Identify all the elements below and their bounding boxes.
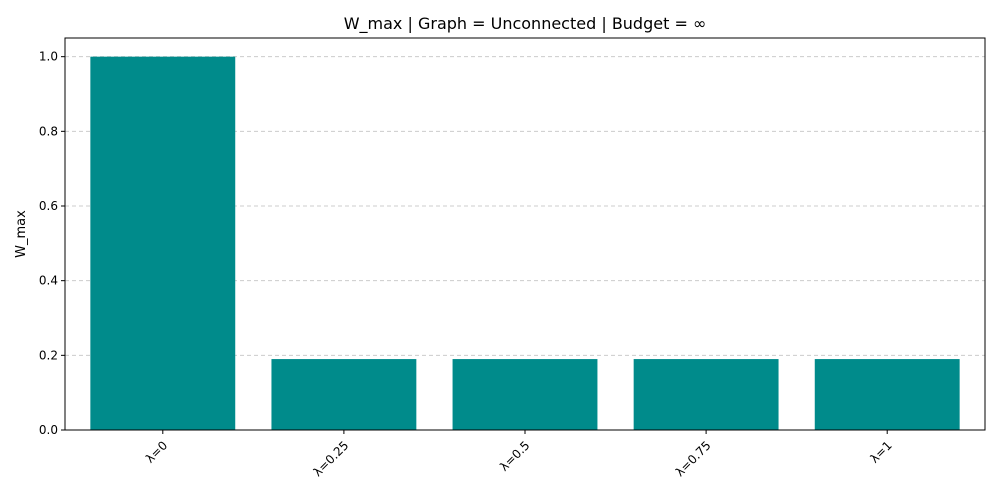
y-tick-label-4: 0.8 [39,124,58,138]
y-tick-label-1: 0.2 [39,348,58,362]
bar-2 [452,359,598,430]
y-tick-label-0: 0.0 [39,423,58,437]
y-tick-label-3: 0.6 [39,199,58,213]
x-tick-label-0: λ=0 [143,438,170,465]
bar-3 [633,359,779,430]
x-tick-label-3: λ=0.75 [673,438,714,479]
bars [90,56,960,431]
x-tick-label-2: λ=0.5 [497,438,533,474]
y-axis-label: W_max [14,210,29,258]
bar-1 [271,359,417,430]
y-tick-label-5: 1.0 [39,50,58,64]
bar-0 [90,56,236,431]
x-tick-label-1: λ=0.25 [311,438,352,479]
x-axis: λ=0 λ=0.25 λ=0.5 λ=0.75 λ=1 [143,430,895,479]
x-tick-label-4: λ=1 [867,438,894,465]
chart-title: W_max | Graph = Unconnected | Budget = ∞ [344,14,707,34]
y-axis: 0.0 0.2 0.4 0.6 0.8 1.0 [39,50,65,437]
y-tick-label-2: 0.4 [39,274,58,288]
bar-4 [814,359,960,430]
